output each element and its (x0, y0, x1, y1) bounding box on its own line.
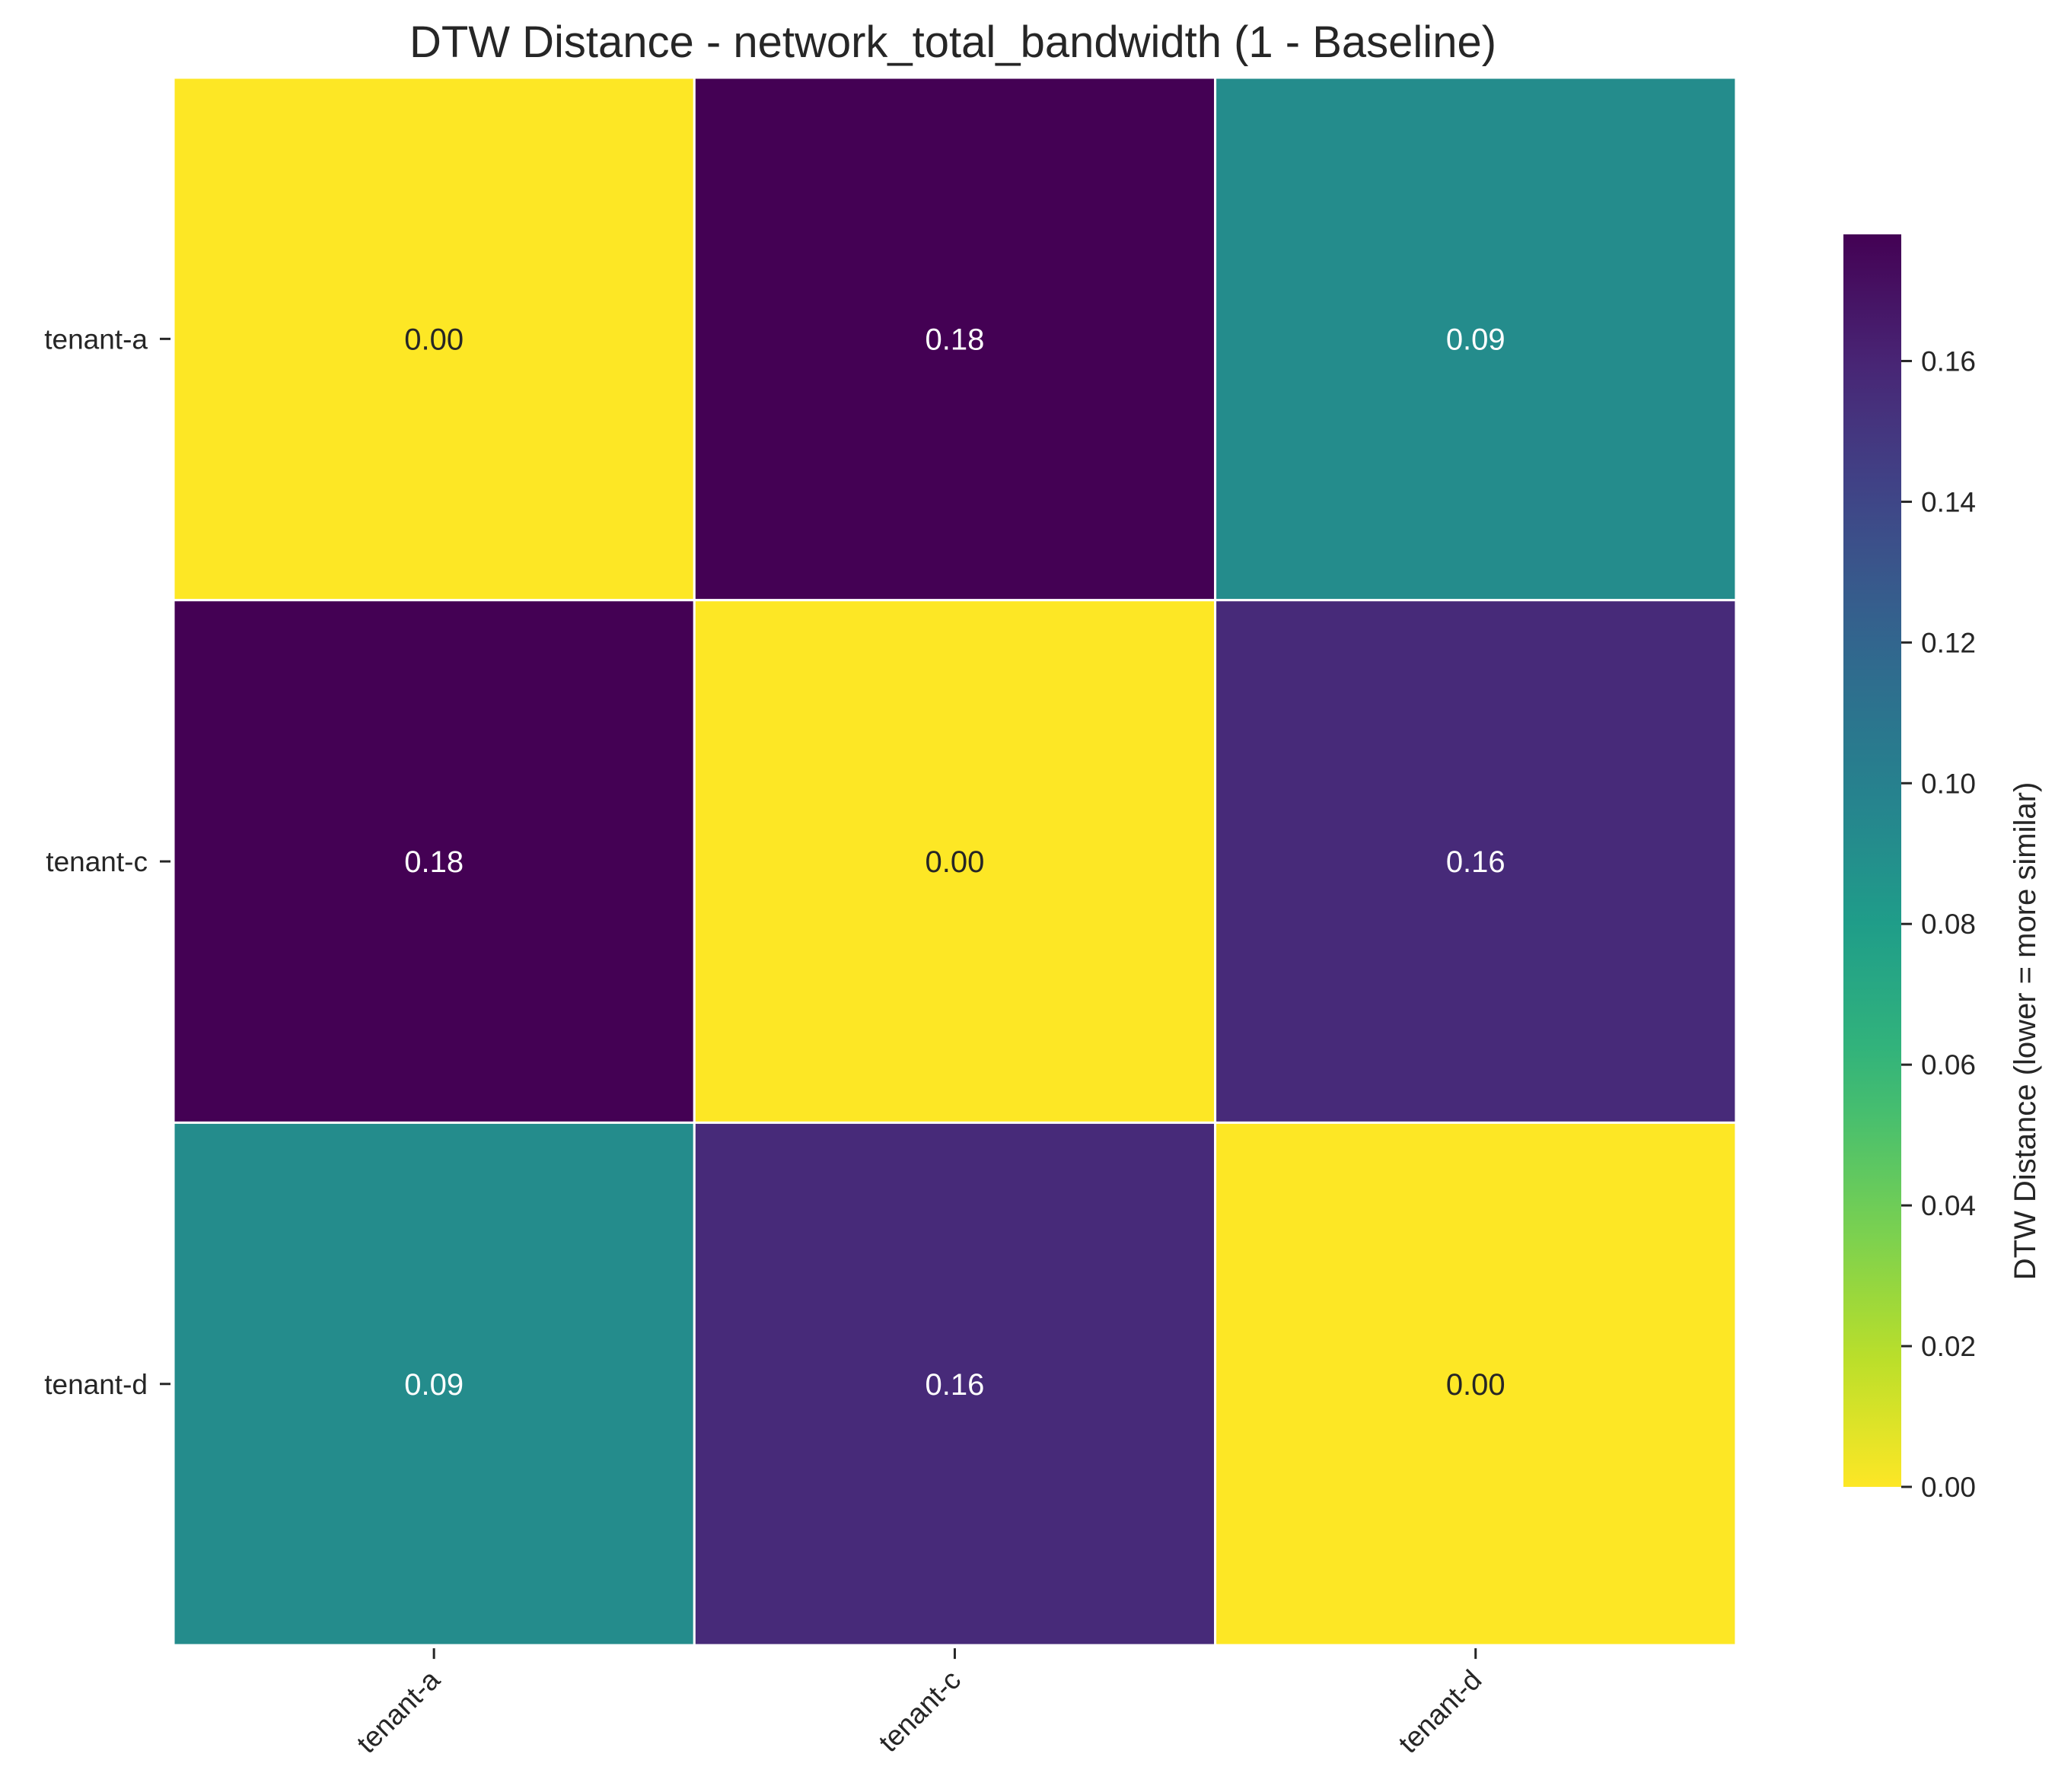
row-tick-labels: tenant-a tenant-c tenant-d (44, 323, 170, 1400)
cell-value-label: 0.00 (1446, 1368, 1505, 1402)
row-tick-label: tenant-a (44, 323, 148, 355)
row-tick-label: tenant-c (46, 846, 148, 877)
colorbar-tick-label: 0.02 (1921, 1331, 1976, 1362)
colorbar-label: DTW Distance (lower = more similar) (2009, 782, 2042, 1281)
column-tick-label: tenant-a (351, 1663, 446, 1759)
heatmap-cell-tenant-c-tenant-d (1214, 599, 1738, 1124)
colorbar-tick-label: 0.12 (1921, 627, 1976, 658)
chart-title: DTW Distance - network_total_bandwidth (… (409, 18, 1496, 67)
colorbar-tick-label: 0.04 (1921, 1190, 1976, 1221)
heatmap-cells: 0.00 0.18 0.09 0.18 0.00 0.16 0.09 0.16 0.00 (172, 76, 1738, 1647)
cell-value-label: 0.18 (926, 323, 985, 356)
cell-value-label: 0.16 (926, 1368, 985, 1402)
column-tick-label: tenant-c (873, 1664, 967, 1759)
cell-value-label: 0.00 (404, 323, 464, 356)
cell-value-label: 0.16 (1446, 845, 1505, 879)
row-tick-label: tenant-d (44, 1369, 148, 1400)
colorbar-tick-label: 0.14 (1921, 486, 1976, 517)
cell-value-label: 0.00 (926, 845, 985, 879)
colorbar: 0.00 0.02 0.04 0.06 0.08 0.10 0.12 0.14 0.16 (1843, 234, 1976, 1503)
cell-value-label: 0.18 (404, 845, 464, 879)
heatmap-cell-tenant-c-tenant-c (693, 599, 1217, 1124)
colorbar-tick-label: 0.16 (1921, 345, 1976, 377)
column-tick-labels: tenant-a tenant-c tenant-d (351, 1648, 1487, 1759)
colorbar-gradient (1843, 234, 1901, 1487)
heatmap-cell-tenant-a-tenant-a (172, 76, 696, 602)
colorbar-tick-label: 0.00 (1921, 1472, 1976, 1503)
colorbar-tick-label: 0.08 (1921, 909, 1976, 940)
cell-value-label: 0.09 (1446, 323, 1505, 356)
heatmap-cell-tenant-a-tenant-c (693, 76, 1217, 602)
colorbar-tick-label: 0.10 (1921, 768, 1976, 799)
colorbar-tick-label: 0.06 (1921, 1049, 1976, 1081)
heatmap-cell-tenant-a-tenant-d (1214, 76, 1738, 602)
cell-value-label: 0.09 (404, 1368, 464, 1402)
column-tick-label: tenant-d (1392, 1664, 1487, 1759)
heatmap-cell-tenant-c-tenant-a (172, 599, 696, 1124)
heatmap-cell-tenant-d-tenant-c (693, 1121, 1217, 1647)
heatmap-cell-tenant-d-tenant-d (1214, 1121, 1738, 1647)
heatmap-cell-tenant-d-tenant-a (172, 1121, 696, 1647)
